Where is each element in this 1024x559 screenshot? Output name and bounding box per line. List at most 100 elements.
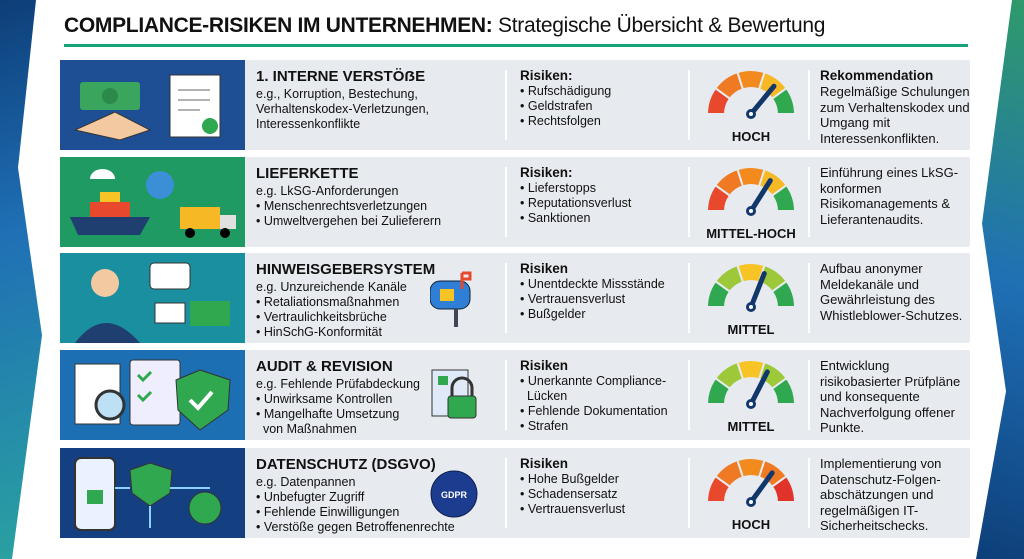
recommendation-text: Aufbau anonymer Meldekanäle und Gewährle… <box>820 261 963 323</box>
recommendation-text: Implementierung von Datenschutz-Folgen-a… <box>820 456 942 533</box>
risk-item: Lücken <box>520 389 568 403</box>
gauge-dial <box>705 166 797 216</box>
gauge-needle <box>748 470 775 505</box>
risk-consequences: Risiken • Hohe Bußgelder • Schadensersatz •… <box>520 456 690 517</box>
risk-level-label: HOCH <box>731 129 771 144</box>
description-line: e.g. Unzureichende Kanäle <box>256 280 407 294</box>
description-line: • HinSchG-Konformität <box>256 325 382 339</box>
risk-item: • Strafen <box>520 419 569 433</box>
risk-level-label: MITTEL-HOCH <box>706 226 796 241</box>
gauge-hub-center <box>749 112 753 116</box>
recommendation: Einführung eines LkSG-konformen Risikoma… <box>820 165 970 227</box>
risk-gauge: MITTEL <box>696 354 806 436</box>
risk-heading: HINWEISGEBERSYSTEM <box>256 261 436 278</box>
risk-item: • Schadensersatz <box>520 487 618 501</box>
supply-chain-icon <box>70 169 236 238</box>
description-line: • Fehlende Einwilligungen <box>256 505 400 519</box>
risk-level-label: MITTEL <box>727 322 775 337</box>
gdpr-badge-text: GDPR <box>441 490 468 500</box>
risk-description: LIEFERKETTE e.g. LkSG-Anforderungen • Mens… <box>256 165 506 229</box>
gdpr-badge-icon: GDPR <box>430 470 478 518</box>
divider <box>505 360 507 430</box>
description-line: • Unwirksame Kontrollen <box>256 392 393 406</box>
risk-item: • Reputationsverlust <box>520 196 632 210</box>
risk-item: • Sanktionen <box>520 211 591 225</box>
gauge-hub-center <box>749 500 753 504</box>
divider <box>505 167 507 237</box>
risk-description: AUDIT & REVISION e.g. Fehlende Prüfabdeck… <box>256 358 506 437</box>
gauge-dial <box>705 262 797 312</box>
description-line: • Unbefugter Zugriff <box>256 490 365 504</box>
audit-checklist-icon <box>74 359 231 431</box>
risk-consequences: Risiken • Unerkannte Compliance- Lücken • … <box>520 358 690 434</box>
recommendation: Implementierung von Datenschutz-Folgen-a… <box>820 456 970 534</box>
data-protection-icon <box>74 457 222 531</box>
risk-description: HINWEISGEBERSYSTEM e.g. Unzureichende Kan… <box>256 261 506 340</box>
gauge-hub-center <box>749 209 753 213</box>
description-line: • Mangelhafte Umsetzung <box>256 407 400 421</box>
illustration-panel <box>60 253 245 343</box>
gauge-dial <box>705 69 797 119</box>
risk-row-hinweisgebersystem: HINWEISGEBERSYSTEM e.g. Unzureichende Kan… <box>60 253 970 343</box>
divider <box>505 70 507 140</box>
risk-row-interne-verstoesse: 1. INTERNE VERSTÖẞE e.g., Korruption, Bes… <box>60 60 970 150</box>
risk-gauge: MITTEL <box>696 257 806 339</box>
decorative-shape-left <box>0 0 42 559</box>
risk-consequences: Risiken • Unentdeckte Missstände • Vertrau… <box>520 261 690 322</box>
description-line: • Umweltvergehen bei Zulieferern <box>256 214 442 228</box>
illustration-panel <box>60 448 245 538</box>
risk-heading: LIEFERKETTE <box>256 165 359 182</box>
risk-item: • Lieferstopps <box>520 181 596 195</box>
risk-row-datenschutz: DATENSCHUTZ (DSGVO) e.g. Datenpannen • Unb… <box>60 448 970 538</box>
risk-level-label: MITTEL <box>727 419 775 434</box>
gauge-segment <box>770 474 797 503</box>
risks-title: Risiken: <box>520 165 573 180</box>
illustration-panel <box>60 60 245 150</box>
gauge-hub-center <box>749 402 753 406</box>
risk-item: • Unentdeckte Missstände <box>520 277 665 291</box>
divider <box>505 458 507 528</box>
divider <box>688 70 690 140</box>
risks-title: Risiken <box>520 358 569 373</box>
mailbox-lock-icon <box>430 271 472 327</box>
decorative-shape-right <box>976 0 1024 559</box>
recommendation-text: Einführung eines LkSG-konformen Risikoma… <box>820 165 959 227</box>
description-line: • Verstöße gegen Betroffenenrechte <box>256 520 455 534</box>
risks-title: Risiken: <box>520 68 573 83</box>
risk-item: • Vertrauensverlust <box>520 292 626 306</box>
divider <box>808 360 810 430</box>
recommendation-text: Regelmäßige Schulungen zum Verhaltenskod… <box>820 84 970 146</box>
gauge-needle <box>748 271 767 310</box>
whistleblower-icon <box>75 262 230 343</box>
gauge-segment <box>770 183 797 212</box>
divider <box>688 360 690 430</box>
risk-gauge: MITTEL-HOCH <box>696 161 806 243</box>
page-title: COMPLIANCE-RISIKEN IM UNTERNEHMEN: Strat… <box>64 14 825 38</box>
risk-item: • Geldstrafen <box>520 99 593 113</box>
illustration-panel <box>60 350 245 440</box>
risk-heading: 1. INTERNE VERSTÖẞE <box>256 68 426 85</box>
divider <box>808 263 810 333</box>
description-line: Interessenkonflikte <box>256 117 361 131</box>
divider <box>808 70 810 140</box>
risks-title: Risiken <box>520 456 569 471</box>
divider <box>688 167 690 237</box>
description-line: e.g. LkSG-Anforderungen <box>256 184 399 198</box>
risk-item: • Fehlende Dokumentation <box>520 404 668 418</box>
divider <box>505 263 507 333</box>
recommendation: Entwicklung risikobasierter Prüfpläne un… <box>820 358 970 436</box>
description-line: Verhaltenskodex-Verletzungen, <box>256 102 430 116</box>
divider <box>688 458 690 528</box>
risk-description: 1. INTERNE VERSTÖẞE e.g., Korruption, Bes… <box>256 68 506 132</box>
risk-item: • Vertrauensverlust <box>520 502 626 516</box>
gauge-needle <box>748 83 777 117</box>
risks-title: Risiken <box>520 261 569 276</box>
document-lock-icon <box>431 369 477 419</box>
description-line: e.g. Datenpannen <box>256 475 356 489</box>
description-line: e.g. Fehlende Prüfabdeckung <box>256 377 421 391</box>
divider <box>808 458 810 528</box>
gauge-needle <box>748 178 773 214</box>
description-line: • Retaliationsmaßnahmen <box>256 295 400 309</box>
risk-item: • Hohe Bußgelder <box>520 472 619 486</box>
description-line: • Vertraulichkeitsbrüche <box>256 310 387 324</box>
